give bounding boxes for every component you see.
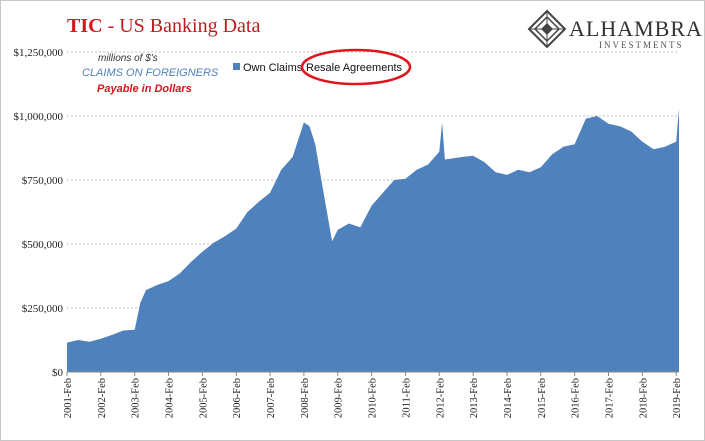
x-tick-label: 2002-Feb	[97, 378, 108, 418]
x-tick-label: 2019-Feb	[672, 378, 683, 418]
y-axis-ticks: $0 $250,000 $500,000 $750,000 $1,000,000 $1,2…	[14, 47, 64, 379]
area-series	[67, 108, 679, 373]
legend-label: Own Claims	[243, 62, 303, 74]
y-tick-label: $1,000,000	[14, 111, 64, 123]
annotation-circle	[300, 48, 412, 86]
x-tick-label: 2018-Feb	[638, 378, 649, 418]
x-tick-label: 2006-Feb	[232, 378, 243, 418]
x-tick-label: 2009-Feb	[334, 378, 345, 418]
logo-diamond-icon	[527, 9, 567, 49]
annotation-text: Resale Agreements	[306, 62, 402, 74]
x-tick-label: 2017-Feb	[604, 378, 615, 418]
x-tick-label: 2011-Feb	[401, 378, 412, 418]
x-tick-label: 2004-Feb	[165, 378, 176, 418]
y-tick-label: $0	[52, 367, 64, 379]
x-tick-label: 2003-Feb	[131, 378, 142, 418]
title-highlight: TIC	[67, 15, 103, 37]
claims-note: CLAIMS ON FOREIGNERS	[82, 67, 219, 79]
title-rest: - US Banking Data	[103, 15, 261, 37]
x-tick-label: 2005-Feb	[198, 378, 209, 418]
units-note: millions of $'s	[98, 53, 158, 64]
y-tick-label: $750,000	[22, 175, 64, 187]
legend-swatch	[233, 63, 240, 70]
legend: Own Claims Resale Agreements	[233, 48, 412, 86]
chart-title: TIC - US Banking Data	[67, 15, 260, 37]
logo-name: ALHAMBRA	[569, 16, 703, 41]
x-axis-ticks: 2001-Feb 2002-Feb 2003-Feb 2004-Feb 2005-Feb…	[63, 372, 683, 418]
logo-sub: INVESTMENTS	[599, 40, 684, 50]
x-tick-label: 2013-Feb	[469, 378, 480, 418]
alhambra-logo: ALHAMBRA INVESTMENTS	[527, 9, 703, 50]
x-tick-label: 2001-Feb	[63, 378, 74, 418]
x-tick-label: 2008-Feb	[300, 378, 311, 418]
x-tick-label: 2015-Feb	[537, 378, 548, 418]
x-tick-label: 2012-Feb	[435, 378, 446, 418]
y-tick-label: $1,250,000	[14, 47, 64, 59]
y-tick-label: $500,000	[22, 239, 64, 251]
y-tick-label: $250,000	[22, 303, 64, 315]
x-tick-label: 2007-Feb	[266, 378, 277, 418]
x-tick-label: 2016-Feb	[571, 378, 582, 418]
x-tick-label: 2014-Feb	[503, 378, 514, 418]
own-claims-area	[67, 108, 679, 373]
x-tick-label: 2010-Feb	[368, 378, 379, 418]
payable-note: Payable in Dollars	[97, 83, 192, 95]
